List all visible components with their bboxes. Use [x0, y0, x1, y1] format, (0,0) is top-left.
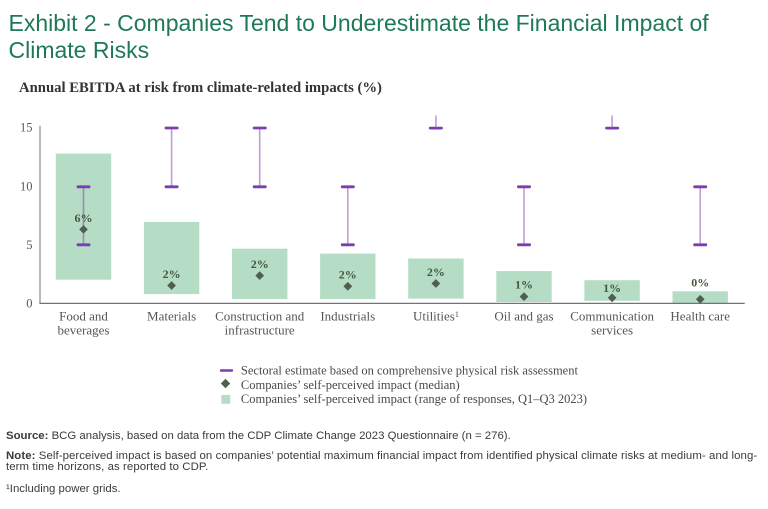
svg-text:5: 5: [26, 238, 32, 252]
svg-text:Materials: Materials: [147, 309, 196, 324]
svg-text:Food and: Food and: [59, 309, 108, 324]
svg-text:Sectoral estimate based on com: Sectoral estimate based on comprehensive…: [241, 364, 579, 378]
svg-text:1%: 1%: [603, 281, 621, 295]
svg-text:Utilities1: Utilities1: [413, 309, 459, 324]
svg-text:2%: 2%: [163, 267, 181, 281]
svg-text:Companies’ self-perceived impa: Companies’ self-perceived impact (range …: [241, 392, 587, 406]
svg-text:Industrials: Industrials: [320, 309, 375, 324]
svg-text:services: services: [591, 322, 633, 337]
svg-text:0%: 0%: [691, 276, 709, 290]
svg-text:Companies’ self-perceived impa: Companies’ self-perceived impact (median…: [241, 378, 460, 392]
svg-text:Communication: Communication: [570, 309, 654, 324]
svg-text:2%: 2%: [427, 265, 445, 279]
svg-text:1%: 1%: [515, 278, 533, 292]
svg-text:infrastructure: infrastructure: [225, 322, 295, 337]
svg-text:Health care: Health care: [670, 309, 730, 324]
svg-text:0: 0: [26, 297, 32, 311]
svg-text:10: 10: [20, 179, 33, 193]
svg-text:Oil and gas: Oil and gas: [494, 309, 553, 324]
svg-text:15: 15: [20, 121, 33, 135]
svg-text:2%: 2%: [251, 257, 269, 271]
svg-text:Construction and: Construction and: [215, 309, 305, 324]
svg-text:6%: 6%: [75, 211, 93, 225]
svg-text:beverages: beverages: [58, 322, 110, 337]
svg-text:2%: 2%: [339, 268, 357, 282]
